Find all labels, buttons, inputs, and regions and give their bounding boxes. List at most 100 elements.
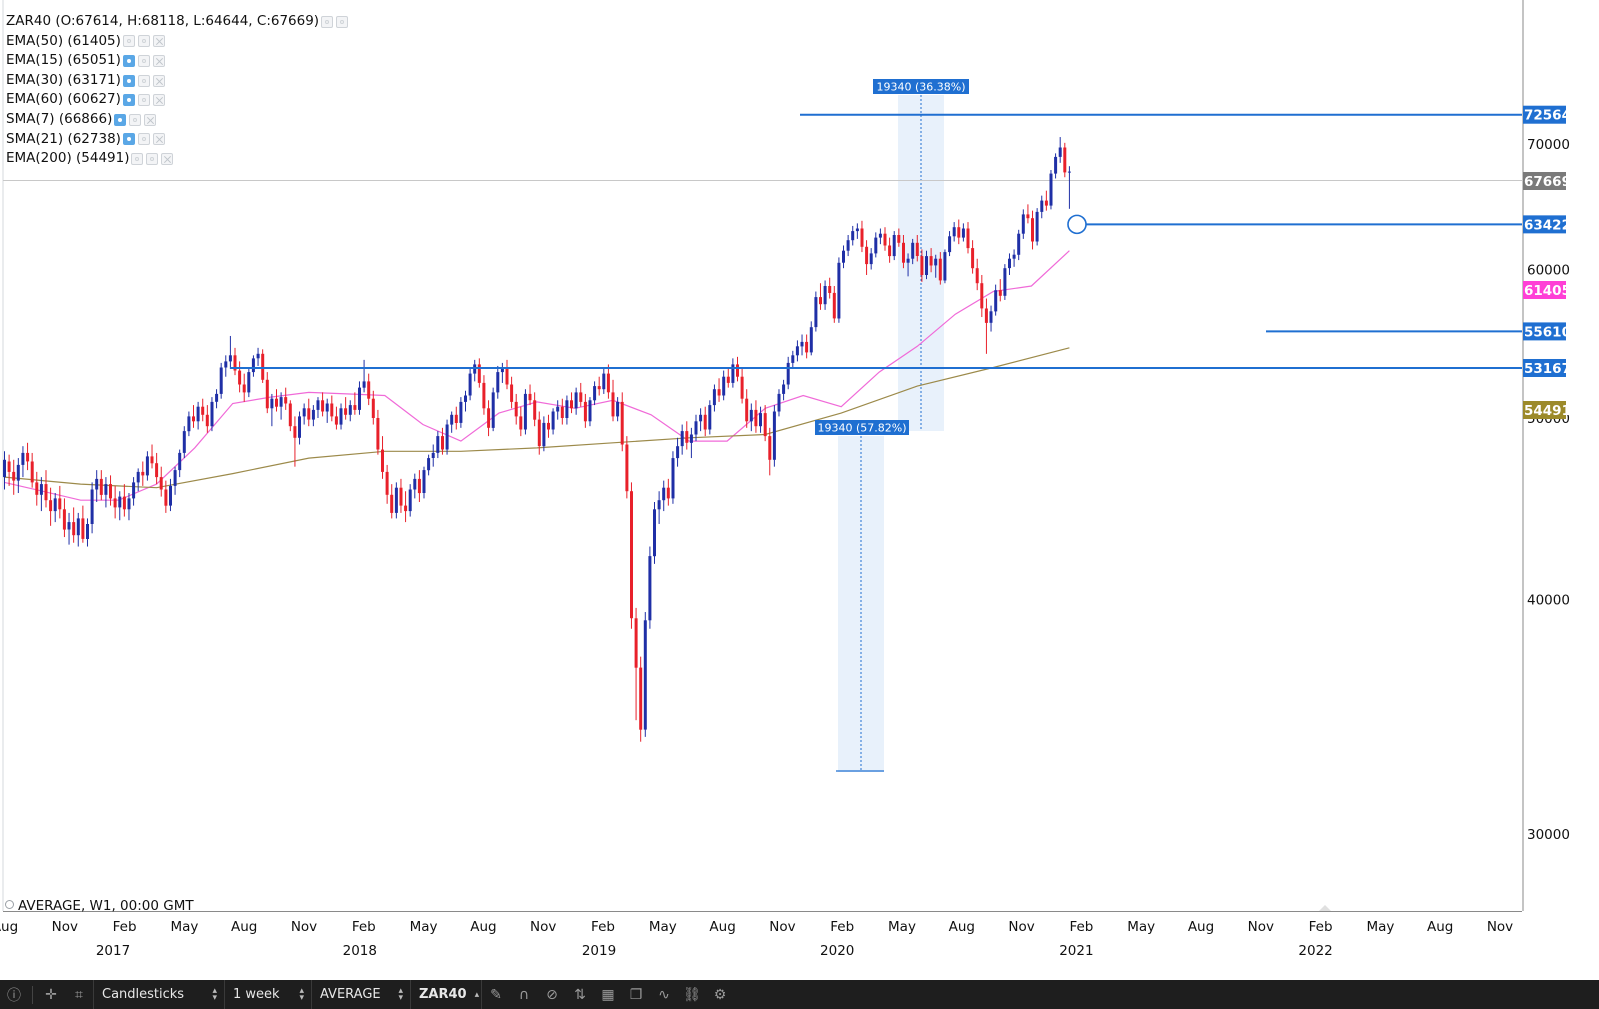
eye-icon[interactable] — [122, 54, 135, 67]
close-icon[interactable] — [144, 113, 157, 126]
candle — [1008, 253, 1011, 275]
close-icon[interactable] — [152, 94, 165, 107]
gear-icon[interactable] — [137, 94, 150, 107]
link-icon[interactable]: ⛓ — [683, 986, 701, 1003]
chart-area[interactable]: 19340 (36.38%) 19340 (57.82%) 30000 40000 5… — [0, 0, 1599, 980]
eye-icon[interactable] — [131, 152, 144, 165]
candle — [371, 390, 375, 425]
gear-icon[interactable] — [129, 113, 142, 126]
measure-label-upper-bg — [873, 79, 969, 94]
candle — [353, 392, 357, 415]
candle — [948, 231, 952, 257]
sort-icon[interactable]: ⇅ — [574, 986, 586, 1003]
candle-body — [989, 311, 993, 323]
candle — [441, 427, 444, 455]
settings-icon[interactable] — [321, 15, 334, 28]
candle — [427, 454, 431, 476]
copy-icon[interactable]: ❐ — [629, 986, 643, 1003]
crosshair-icon[interactable]: ✛ — [45, 986, 57, 1003]
candle-body — [874, 237, 878, 254]
eye-icon[interactable] — [122, 35, 135, 48]
timeframe-select[interactable]: 1 week ▴ ▾ — [224, 980, 311, 1009]
legend-indicator-label: EMA(15) (65051) — [6, 52, 121, 69]
candle-body — [505, 367, 509, 385]
candle-body — [897, 235, 901, 243]
crop-icon[interactable]: ⌗ — [75, 986, 83, 1003]
info-icon[interactable]: ⓘ — [7, 987, 21, 1004]
candle — [316, 397, 320, 419]
info-icon[interactable] — [5, 900, 14, 909]
close-icon[interactable] — [152, 133, 165, 146]
candle — [537, 411, 541, 455]
candle-body — [293, 426, 297, 438]
pencil-icon[interactable]: ✎ — [490, 986, 502, 1003]
price-tag: 54491 — [1523, 401, 1571, 419]
candle — [865, 240, 869, 275]
indicator-icon[interactable]: ∿ — [658, 986, 670, 1003]
close-icon[interactable] — [152, 35, 165, 48]
candle — [726, 367, 730, 388]
candle-body — [708, 405, 712, 430]
symbol-selector[interactable]: ZAR40 ▴ — [410, 980, 482, 1009]
candle — [182, 426, 186, 459]
gear-icon[interactable] — [137, 35, 150, 48]
candle — [279, 392, 283, 420]
candle-body — [228, 355, 232, 362]
gear-icon[interactable] — [137, 54, 150, 67]
magnet-icon[interactable]: ∩ — [518, 986, 530, 1003]
candle — [883, 227, 887, 251]
candle-body — [367, 381, 371, 399]
candle-body — [127, 498, 131, 510]
candle-body — [865, 246, 869, 265]
gear-icon[interactable] — [137, 74, 150, 87]
close-icon[interactable] — [152, 54, 165, 67]
hide-drawings-icon[interactable]: ⊘ — [546, 986, 558, 1003]
candle-body — [441, 436, 444, 450]
candle — [782, 379, 786, 401]
candle — [3, 451, 6, 490]
eye-icon[interactable] — [122, 94, 135, 107]
candle — [385, 464, 389, 504]
legend-indicator-icons — [114, 113, 159, 126]
candle-body — [630, 491, 633, 619]
x-year-label: 2022 — [1298, 943, 1332, 959]
legend-indicator-list: EMA(50) (61405) EMA(15) (65051) EMA(30) (6… — [6, 32, 351, 169]
candle-body — [330, 403, 334, 417]
candle — [759, 406, 762, 433]
close-icon[interactable] — [152, 74, 165, 87]
candle-body — [560, 406, 564, 418]
candle — [394, 482, 398, 519]
candle-body — [454, 414, 458, 423]
candle — [878, 228, 882, 245]
candle-body — [251, 358, 255, 373]
gear-icon[interactable] — [146, 152, 159, 165]
candle — [436, 431, 440, 459]
candle-body — [860, 228, 864, 247]
chevron-up-icon: ▴ — [474, 989, 480, 1000]
candle-body — [625, 444, 629, 492]
eye-icon[interactable] — [122, 133, 135, 146]
candle — [906, 253, 910, 277]
candle-body — [431, 452, 435, 458]
gear-icon[interactable]: ⚙ — [713, 986, 727, 1003]
eye-icon[interactable] — [114, 113, 127, 126]
candle — [473, 359, 477, 382]
legend-indicator-icons — [122, 94, 168, 107]
close-icon[interactable] — [161, 152, 174, 165]
candle — [173, 466, 177, 495]
candlestick-chart[interactable]: 19340 (36.38%) 19340 (57.82%) 30000 40000 5… — [0, 0, 1599, 980]
candle — [662, 480, 666, 512]
chart-type-value: Candlesticks — [102, 987, 185, 1002]
candle-body — [339, 408, 343, 425]
eye-icon[interactable] — [122, 74, 135, 87]
candle — [381, 436, 384, 479]
candle — [491, 387, 495, 432]
current-time-marker — [1319, 905, 1331, 911]
price-tag: 55610 — [1523, 322, 1571, 341]
layout-grid-icon[interactable]: ▦ — [601, 986, 615, 1003]
chart-type-select[interactable]: Candlesticks ▴ ▾ — [93, 980, 224, 1009]
settings-icon[interactable] — [336, 15, 349, 28]
candle-body — [86, 524, 89, 539]
gear-icon[interactable] — [137, 133, 150, 146]
price-type-select[interactable]: AVERAGE ▴ ▾ — [311, 980, 410, 1009]
